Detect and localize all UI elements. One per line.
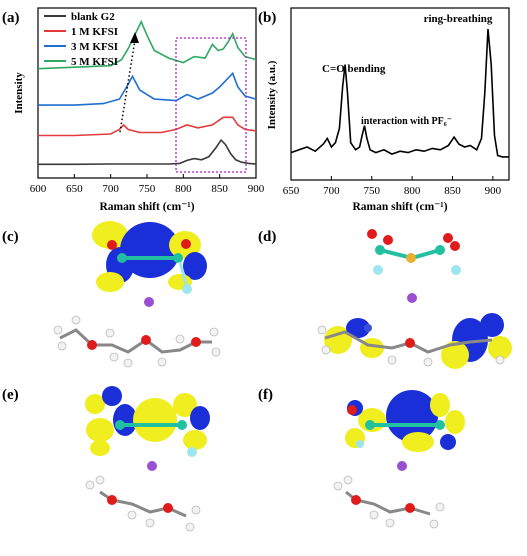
panel-a-legend-label: 3 M KFSI (71, 41, 118, 53)
panel-b-x-tick-label: 700 (323, 185, 340, 197)
panel-b-ylabel: Intensity (a.u.) (266, 60, 278, 129)
panel-b-x-tick-label: 800 (404, 185, 421, 197)
panel-label-f: (f) (258, 387, 273, 403)
panel-a-series-line-2 (38, 71, 257, 106)
peak-shift-arrow-head (130, 32, 139, 43)
panel-b-plot-frame (290, 7, 510, 181)
panel-a-x-tick-label: 650 (66, 183, 83, 195)
panel-b-xlabel: Raman shift (cm⁻¹) (352, 201, 447, 213)
panel-label-c: (c) (2, 229, 19, 245)
panel-label-b: (b) (258, 10, 276, 26)
panel-b-series (290, 29, 509, 158)
panel-f-molecular-orbital-image (333, 390, 465, 529)
panel-a-x-ticks: 600 650 700 750 800 850 900 (30, 174, 265, 195)
panel-d-molecular-orbital-image (317, 229, 512, 369)
panel-a-xlabel: Raman shift (cm⁻¹) (99, 201, 194, 213)
panel-b-x-tick-label: 750 (363, 185, 380, 197)
panel-a-highlight-box (175, 37, 247, 173)
panel-a-ylabel: Intensity (13, 72, 25, 114)
panel-a-chart: 600 650 700 750 800 850 900 blank G2 1 M KFSI 3 … (13, 7, 265, 213)
panel-a-x-tick-label: 600 (30, 183, 47, 195)
panel-a-legend-label: blank G2 (71, 11, 115, 23)
panel-a-x-tick-label: 750 (139, 183, 156, 195)
panel-b-series-line (290, 29, 509, 158)
panel-a-series-line-0 (38, 138, 257, 166)
panel-a-legend-label: 1 M KFSI (71, 26, 118, 38)
panel-c-molecular-orbital-image (53, 221, 221, 368)
panel-a-x-tick-label: 900 (248, 183, 265, 195)
panel-a-legend-label: 5 M KFSI (71, 56, 118, 68)
annotation-pf6-interaction: interaction with PF₆⁻ (361, 116, 452, 127)
annotation-co-bending: C=O bending (322, 63, 386, 75)
panel-e-molecular-orbital-image (85, 386, 210, 532)
panel-b-x-tick-label: 650 (283, 185, 300, 197)
panel-b-x-tick-label: 850 (444, 185, 461, 197)
panel-a-x-tick-label: 800 (175, 183, 192, 195)
panel-b-chart: 650 700 750 800 850 900 Intensity (a.u.) Rama… (266, 7, 510, 213)
panel-label-d: (d) (258, 229, 276, 245)
panel-b-x-ticks: 650 700 750 800 850 900 (283, 176, 502, 197)
panel-b-x-tick-label: 900 (485, 185, 502, 197)
panel-a-series-line-3 (37, 19, 257, 70)
panel-a-series-line-1 (38, 116, 257, 137)
annotation-ring-breathing: ring-breathing (424, 13, 493, 25)
panel-a-legend: blank G2 1 M KFSI 3 M KFSI 5 M KFSI (44, 11, 118, 68)
panel-label-a: (a) (2, 10, 20, 26)
panel-a-x-tick-label: 700 (102, 183, 119, 195)
panel-a-x-tick-label: 850 (211, 183, 228, 195)
panel-label-e: (e) (2, 387, 19, 403)
